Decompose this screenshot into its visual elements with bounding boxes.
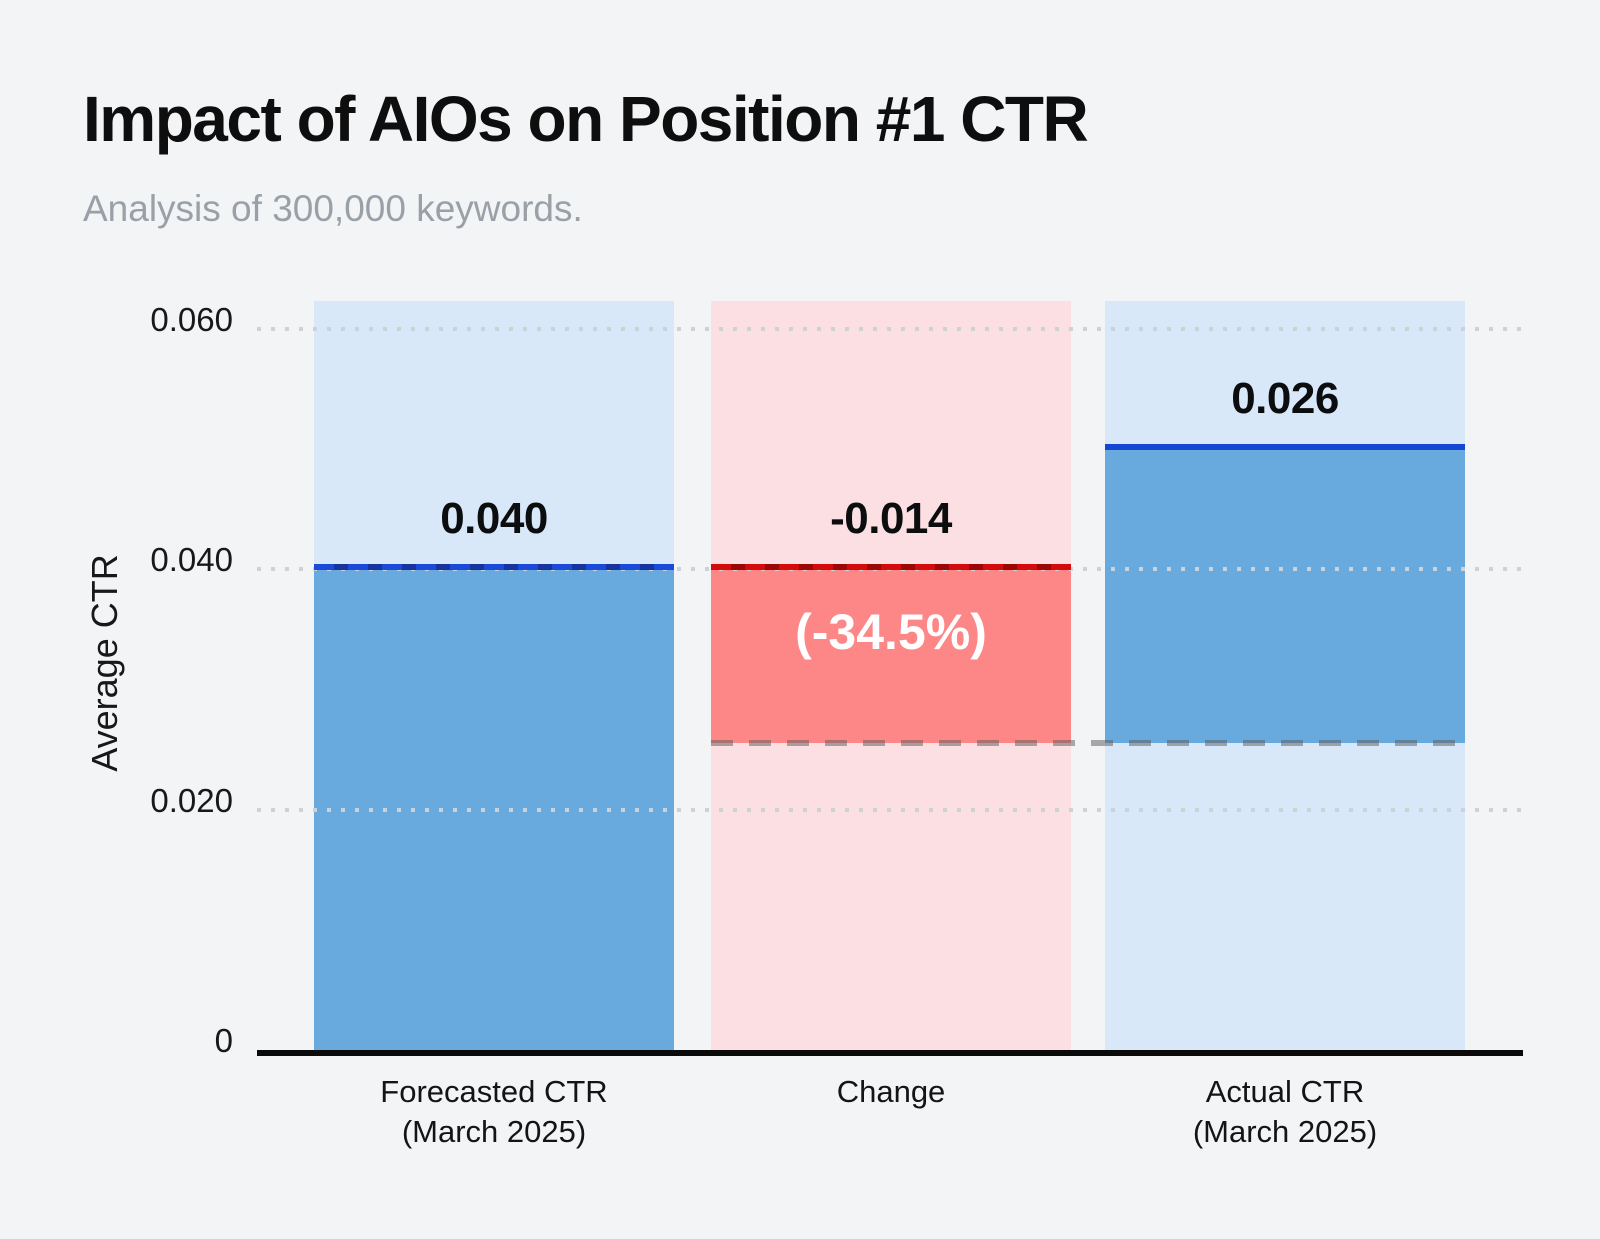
bar-segment-actual-ctr (1105, 448, 1465, 744)
value-label-forecasted-ctr: 0.040 (440, 494, 548, 544)
x-axis-line (257, 1050, 1523, 1056)
y-tick-0: 0 (214, 1022, 233, 1059)
bar-top-line-change (711, 564, 1071, 571)
value-label-actual-ctr: 0.026 (1231, 373, 1339, 423)
bar-top-line-forecasted-ctr (314, 564, 674, 571)
gridline-0.060 (257, 326, 1523, 331)
chart-subtitle: Analysis of 300,000 keywords. (83, 188, 583, 229)
x-axis-label-change: Change (836, 1074, 946, 1109)
percent-label-change: (-34.5%) (795, 604, 987, 661)
bar-segment-change (711, 569, 1071, 744)
connector-dashed-line (711, 740, 1465, 747)
x-axis-label-actual-ctr: Actual CTR (March 2025) (1192, 1074, 1378, 1149)
y-tick-0.060: 0.060 (150, 300, 233, 338)
x-axis-label-forecasted-ctr: Forecasted CTR (March 2025) (380, 1074, 608, 1149)
y-tick-0.020: 0.020 (150, 781, 233, 819)
chart-title: Impact of AIOs on Position #1 CTR (83, 83, 1089, 155)
gridline-0.020 (257, 807, 1523, 812)
y-tick-0.040: 0.040 (150, 541, 233, 579)
bar-top-line-actual-ctr (1105, 443, 1465, 450)
value-label-change: -0.014 (830, 494, 952, 544)
